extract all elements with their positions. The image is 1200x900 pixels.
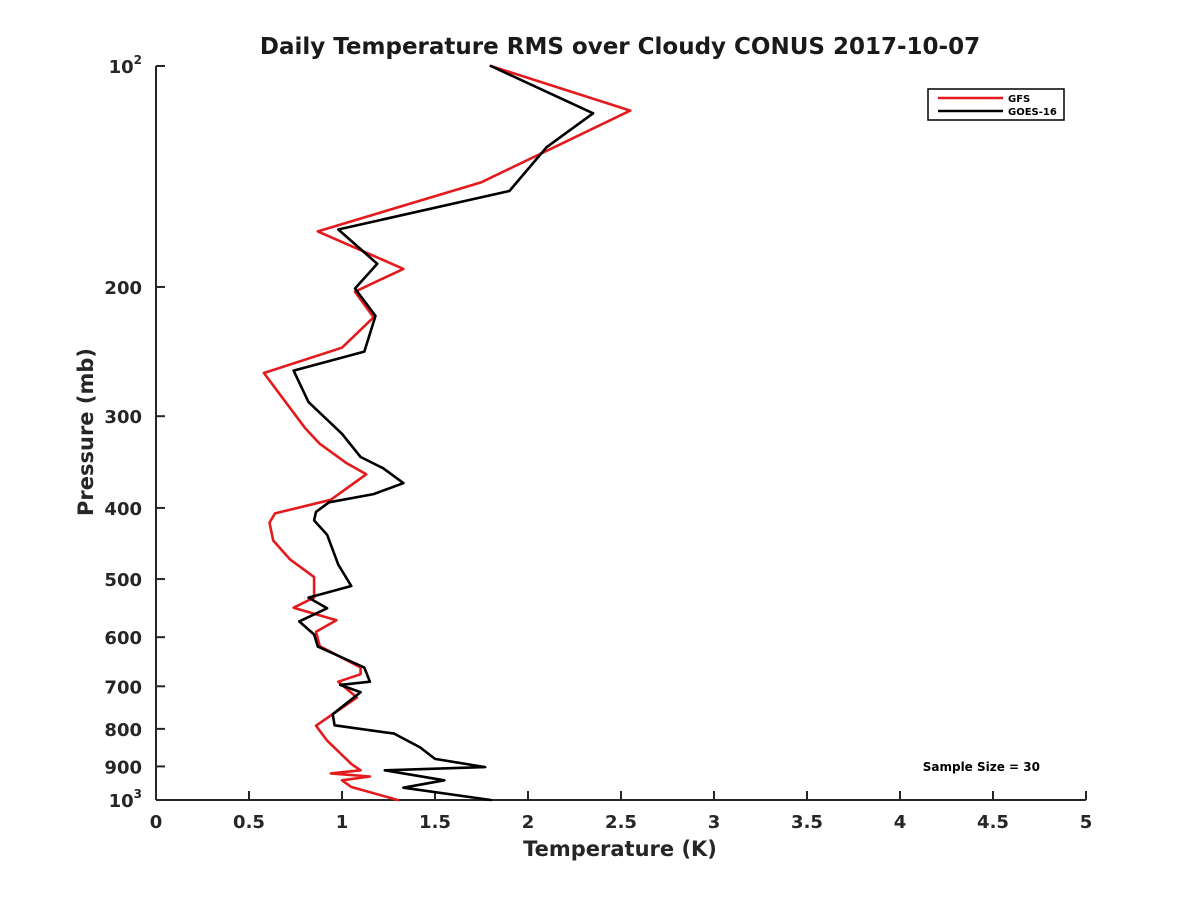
y-axis: 102 200 300 400 500 600 700 800 900 103 — [104, 53, 165, 812]
x-tick-label: 0.5 — [233, 812, 265, 833]
sample-size-annotation: Sample Size = 30 — [923, 760, 1040, 774]
legend: GFS GOES-16 — [927, 88, 1065, 121]
legend-label: GFS — [1008, 94, 1030, 105]
x-tick-label: 2 — [522, 812, 535, 833]
y-tick-label: 400 — [104, 499, 142, 520]
chart-title: Daily Temperature RMS over Cloudy CONUS … — [260, 34, 980, 60]
x-tick-label: 1 — [336, 812, 349, 833]
legend-label: GOES-16 — [1008, 107, 1057, 118]
x-tick-label: 5 — [1080, 812, 1093, 833]
x-axis-label: Temperature (K) — [523, 837, 717, 861]
series-layer — [262, 64, 632, 802]
y-tick-label: 500 — [104, 570, 142, 591]
y-tick-label: 200 — [104, 278, 142, 299]
y-tick-label: 700 — [104, 677, 142, 698]
y-tick-label: 300 — [104, 407, 142, 428]
y-tick-label: 900 — [104, 757, 142, 778]
x-tick-label: 0 — [150, 812, 163, 833]
y-axis-label: Pressure (mb) — [74, 348, 98, 516]
x-axis: 0 0.5 1 1.5 2 2.5 3 3.5 4 4.5 5 — [150, 791, 1093, 833]
x-tick-label: 4.5 — [977, 812, 1009, 833]
x-tick-label: 4 — [894, 812, 907, 833]
x-tick-label: 3 — [708, 812, 721, 833]
x-tick-label: 2.5 — [605, 812, 637, 833]
y-tick-label: 102 — [109, 53, 142, 78]
y-tick-label: 800 — [104, 720, 142, 741]
x-tick-label: 1.5 — [419, 812, 451, 833]
y-tick-label: 600 — [104, 628, 142, 649]
x-tick-label: 3.5 — [791, 812, 823, 833]
series-line-gfs — [262, 64, 632, 802]
series-line-goes-16 — [292, 64, 595, 802]
legend-box — [927, 88, 1065, 121]
y-tick-label: 103 — [109, 787, 142, 812]
